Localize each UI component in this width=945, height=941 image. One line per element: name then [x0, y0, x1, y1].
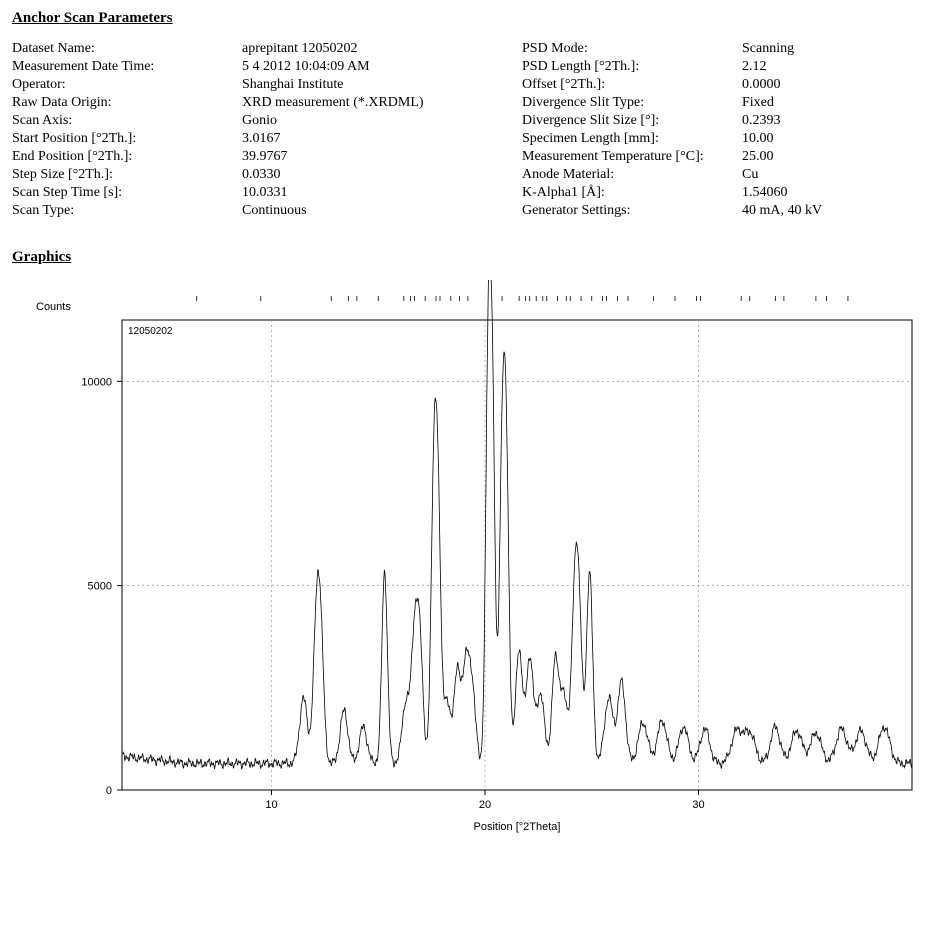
- param-label: Divergence Slit Type:: [522, 95, 742, 111]
- parameters-right-column: PSD Mode:ScanningPSD Length [°2Th.]:2.12…: [522, 41, 872, 219]
- param-label: PSD Length [°2Th.]:: [522, 59, 742, 75]
- param-value: 1.54060: [742, 185, 872, 201]
- param-value: 25.00: [742, 149, 872, 165]
- param-value: 2.12: [742, 59, 872, 75]
- param-value: 39.9767: [242, 149, 492, 165]
- param-value: Continuous: [242, 203, 492, 219]
- param-value: Gonio: [242, 113, 492, 129]
- param-value: aprepitant 12050202: [242, 41, 492, 57]
- param-label: Specimen Length [mm]:: [522, 131, 742, 147]
- param-label: Offset [°2Th.]:: [522, 77, 742, 93]
- x-axis-label: Position [°2Theta]: [474, 821, 561, 833]
- param-label: Measurement Date Time:: [12, 59, 242, 75]
- section-title-anchor: Anchor Scan Parameters: [12, 10, 933, 27]
- chart-inner-label: 12050202: [128, 326, 173, 337]
- param-label: Start Position [°2Th.]:: [12, 131, 242, 147]
- param-label: Raw Data Origin:: [12, 95, 242, 111]
- param-label: Scan Step Time [s]:: [12, 185, 242, 201]
- param-value: 0.0330: [242, 167, 492, 183]
- param-label: Anode Material:: [522, 167, 742, 183]
- param-label: End Position [°2Th.]:: [12, 149, 242, 165]
- xrd-chart-svg: Counts 12050202 0 5000 10000 10 20 30 Position […: [12, 280, 932, 860]
- xrd-chart: Counts 12050202 0 5000 10000 10 20 30 Position […: [12, 280, 933, 860]
- param-value: 5 4 2012 10:04:09 AM: [242, 59, 492, 75]
- x-tick-label: 10: [265, 799, 277, 811]
- y-tick-label: 0: [106, 785, 112, 797]
- param-label: Scan Axis:: [12, 113, 242, 129]
- y-axis-label: Counts: [36, 301, 71, 313]
- param-value: 40 mA, 40 kV: [742, 203, 872, 219]
- param-label: Divergence Slit Size [°]:: [522, 113, 742, 129]
- y-tick-label: 10000: [81, 376, 112, 388]
- xrd-trace: [122, 280, 912, 769]
- x-tick-label: 20: [479, 799, 491, 811]
- param-label: Scan Type:: [12, 203, 242, 219]
- param-label: Measurement Temperature [°C]:: [522, 149, 742, 165]
- y-tick-label: 5000: [88, 581, 112, 593]
- param-value: 10.00: [742, 131, 872, 147]
- param-value: Cu: [742, 167, 872, 183]
- param-value: XRD measurement (*.XRDML): [242, 95, 492, 111]
- param-label: Generator Settings:: [522, 203, 742, 219]
- param-label: K-Alpha1 [Å]:: [522, 185, 742, 201]
- param-value: 0.2393: [742, 113, 872, 129]
- param-value: 10.0331: [242, 185, 492, 201]
- parameters-left-column: Dataset Name:aprepitant 12050202Measurem…: [12, 41, 492, 219]
- param-label: Step Size [°2Th.]:: [12, 167, 242, 183]
- parameters-table: Dataset Name:aprepitant 12050202Measurem…: [12, 41, 933, 219]
- section-title-graphics: Graphics: [12, 249, 933, 266]
- param-value: 3.0167: [242, 131, 492, 147]
- param-value: Scanning: [742, 41, 872, 57]
- param-label: Dataset Name:: [12, 41, 242, 57]
- param-label: Operator:: [12, 77, 242, 93]
- param-value: Shanghai Institute: [242, 77, 492, 93]
- param-value: 0.0000: [742, 77, 872, 93]
- param-value: Fixed: [742, 95, 872, 111]
- plot-border: [122, 320, 912, 790]
- param-label: PSD Mode:: [522, 41, 742, 57]
- x-tick-label: 30: [692, 799, 704, 811]
